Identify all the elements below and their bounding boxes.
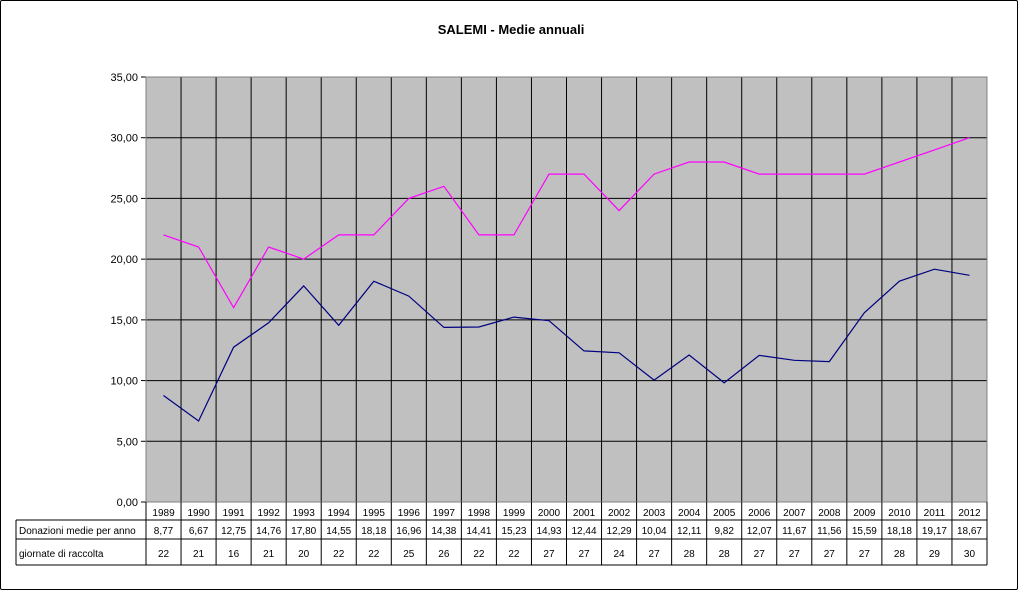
data-label: 12,75 bbox=[221, 526, 246, 537]
x-tick-label: 1992 bbox=[258, 508, 281, 519]
data-label: 27 bbox=[578, 549, 590, 560]
data-label: 11,56 bbox=[817, 526, 842, 537]
data-label: 22 bbox=[333, 549, 345, 560]
x-tick-label: 1990 bbox=[187, 508, 210, 519]
x-tick-label: 2001 bbox=[573, 508, 596, 519]
data-label: 16 bbox=[228, 549, 240, 560]
data-label: 27 bbox=[754, 549, 766, 560]
x-tick-label: 2008 bbox=[818, 508, 841, 519]
data-label: 6,67 bbox=[189, 526, 209, 537]
x-tick-label: 1994 bbox=[328, 508, 351, 519]
data-label: 19,17 bbox=[922, 526, 947, 537]
data-label: 11,67 bbox=[782, 526, 807, 537]
data-label: 22 bbox=[473, 549, 485, 560]
data-label: 27 bbox=[543, 549, 555, 560]
legend-entry: Donazioni medie per anno bbox=[19, 526, 136, 537]
x-tick-label: 2007 bbox=[783, 508, 806, 519]
data-label: 17,80 bbox=[291, 526, 316, 537]
data-label: 14,38 bbox=[431, 526, 456, 537]
data-label: 27 bbox=[649, 549, 661, 560]
data-label: 24 bbox=[614, 549, 626, 560]
data-label: 22 bbox=[368, 549, 380, 560]
x-tick-label: 1993 bbox=[293, 508, 316, 519]
data-table: 1989 1990 1991 1992 1993 1994 1995 1996 1997 1998… bbox=[15, 502, 988, 566]
data-label: 15,23 bbox=[501, 526, 526, 537]
x-tick-label: 2005 bbox=[713, 508, 736, 519]
x-tick-label: 2010 bbox=[888, 508, 911, 519]
y-tick-label: 20,00 bbox=[110, 254, 138, 266]
y-tick-label: 35,00 bbox=[110, 72, 138, 84]
series-line-donazioni bbox=[163, 268, 970, 422]
data-label: 10,04 bbox=[642, 526, 667, 537]
data-label: 20 bbox=[298, 549, 310, 560]
data-label: 28 bbox=[719, 549, 731, 560]
data-label: 18,18 bbox=[887, 526, 912, 537]
data-label: 14,55 bbox=[326, 526, 351, 537]
data-label: 30 bbox=[964, 549, 976, 560]
data-label: 14,76 bbox=[256, 526, 281, 537]
data-label: 8,77 bbox=[154, 526, 174, 537]
x-tick-label: 1999 bbox=[503, 508, 526, 519]
data-label: 14,93 bbox=[536, 526, 561, 537]
x-tick-label: 1995 bbox=[363, 508, 386, 519]
data-label: 22 bbox=[158, 549, 170, 560]
data-label: 27 bbox=[824, 549, 836, 560]
x-tick-label: 2009 bbox=[853, 508, 876, 519]
data-label: 12,11 bbox=[677, 526, 702, 537]
data-label: 25 bbox=[403, 549, 415, 560]
x-tick-label: 1991 bbox=[222, 508, 245, 519]
data-label: 22 bbox=[508, 549, 520, 560]
x-tick-label: 1996 bbox=[398, 508, 421, 519]
data-label: 18,18 bbox=[361, 526, 386, 537]
x-tick-label: 1989 bbox=[152, 508, 175, 519]
data-label: 21 bbox=[263, 549, 275, 560]
y-tick-label: 5,00 bbox=[117, 436, 138, 448]
data-label: 12,29 bbox=[607, 526, 632, 537]
data-label: 29 bbox=[929, 549, 941, 560]
x-tick-label: 1998 bbox=[468, 508, 491, 519]
x-tick-label: 2002 bbox=[608, 508, 631, 519]
data-label: 15,59 bbox=[852, 526, 877, 537]
data-label: 14,41 bbox=[466, 526, 491, 537]
y-tick-label: 0,00 bbox=[117, 497, 138, 509]
plot-area: 0,00 5,00 10,00 15,00 20,00 25,00 30,00 35,00 bbox=[110, 72, 988, 509]
series-line-giornate bbox=[163, 137, 970, 309]
data-label: 28 bbox=[894, 549, 906, 560]
y-tick-label: 25,00 bbox=[110, 193, 138, 205]
data-label: 27 bbox=[859, 549, 871, 560]
data-label: 12,44 bbox=[572, 526, 597, 537]
y-tick-label: 10,00 bbox=[110, 376, 138, 388]
data-label: 9,82 bbox=[714, 526, 734, 537]
x-tick-label: 1997 bbox=[433, 508, 456, 519]
data-label: 21 bbox=[193, 549, 205, 560]
legend-entry: giornate di raccolta bbox=[19, 549, 104, 560]
x-tick-label: 2004 bbox=[678, 508, 701, 519]
x-tick-label: 2000 bbox=[538, 508, 561, 519]
y-tick-label: 30,00 bbox=[110, 133, 138, 145]
x-tick-label: 2003 bbox=[643, 508, 666, 519]
data-label: 27 bbox=[789, 549, 801, 560]
y-tick-label: 15,00 bbox=[110, 315, 138, 327]
x-tick-label: 2012 bbox=[958, 508, 981, 519]
x-tick-label: 2006 bbox=[748, 508, 771, 519]
data-label: 16,96 bbox=[396, 526, 421, 537]
data-label: 26 bbox=[438, 549, 450, 560]
data-label: 18,67 bbox=[957, 526, 982, 537]
x-tick-label: 2011 bbox=[924, 508, 946, 519]
chart-title: SALEMI - Medie annuali bbox=[438, 22, 585, 37]
data-label: 12,07 bbox=[747, 526, 772, 537]
data-label: 28 bbox=[684, 549, 696, 560]
